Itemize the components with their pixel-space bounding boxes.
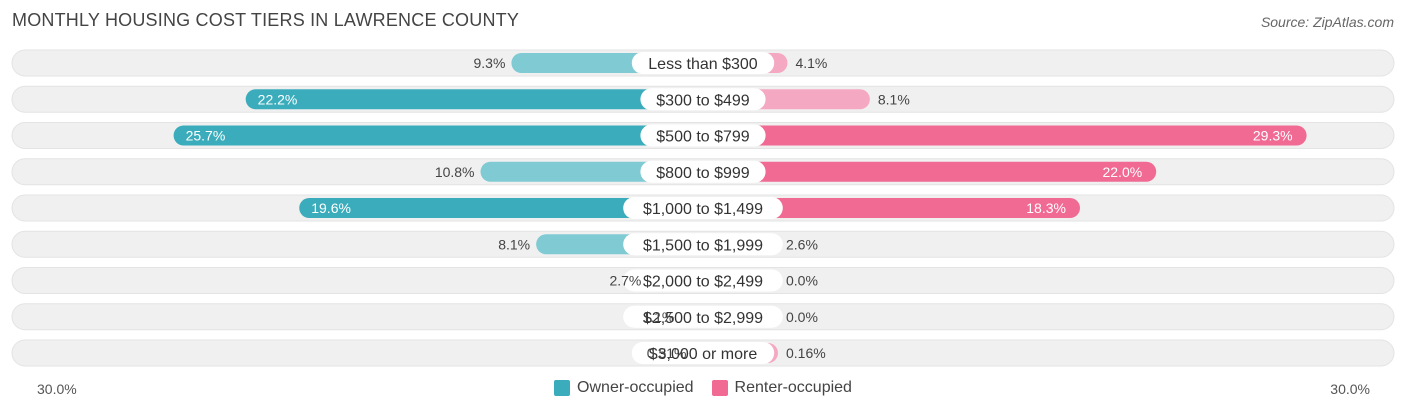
category-label: $800 to $999 [656,165,750,182]
category-label: $3,000 or more [649,346,758,363]
owner-bar [245,89,713,110]
renter-value-label: 2.6% [786,236,818,252]
owner-value-label: 0.51% [647,345,687,361]
renter-value-label: 0.0% [786,273,818,289]
renter-value-label: 0.16% [786,345,826,361]
renter-bar [693,125,1307,146]
owner-value-label: 1.1% [642,309,674,325]
legend-label-owner: Owner-occupied [577,379,694,396]
category-label: Less than $300 [648,56,758,73]
category-pill [640,88,766,111]
legend: Owner-occupied Renter-occupied [0,379,1406,397]
owner-value-label: 25.7% [186,128,226,144]
legend-item-owner[interactable]: Owner-occupied [554,379,694,397]
legend-swatch-renter [711,380,728,396]
category-pill [623,305,783,328]
category-pill [640,160,766,183]
renter-value-label: 18.3% [1026,200,1066,216]
category-label: $2,000 to $2,499 [643,274,763,291]
owner-value-label: 10.8% [435,164,475,180]
category-label: $300 to $499 [656,92,750,109]
category-pill [623,233,783,256]
renter-bar [693,198,1080,218]
renter-value-label: 4.1% [795,55,827,71]
chart-title: MONTHLY HOUSING COST TIERS IN LAWRENCE C… [12,10,520,30]
renter-value-label: 0.0% [786,309,818,325]
axis-right-label: 30.0% [1330,381,1370,397]
category-label: $500 to $799 [656,129,750,146]
owner-bar [173,125,713,146]
category-pill [640,124,766,147]
category-label: $1,000 to $1,499 [643,201,763,218]
owner-value-label: 22.2% [258,91,298,107]
legend-item-renter[interactable]: Renter-occupied [711,379,852,397]
category-pill [631,342,775,364]
renter-bar [693,161,1157,182]
renter-value-label: 22.0% [1102,164,1142,180]
category-label: $1,500 to $1,999 [643,237,763,254]
owner-value-label: 8.1% [498,236,530,252]
source-label: Source: ZipAtlas.com [1260,14,1394,30]
owner-value-label: 19.6% [311,200,351,216]
owner-value-label: 9.3% [473,55,505,71]
renter-value-label: 29.3% [1253,128,1293,144]
category-pill [623,269,783,292]
category-pill [631,52,775,74]
category-label: $2,500 to $2,999 [643,310,763,327]
axis-left-label: 30.0% [37,381,77,397]
legend-swatch-owner [554,380,571,396]
legend-label-renter: Renter-occupied [734,379,852,396]
owner-value-label: 2.7% [609,273,641,289]
renter-value-label: 8.1% [878,91,910,107]
category-pill [623,197,783,219]
owner-bar [299,198,713,218]
